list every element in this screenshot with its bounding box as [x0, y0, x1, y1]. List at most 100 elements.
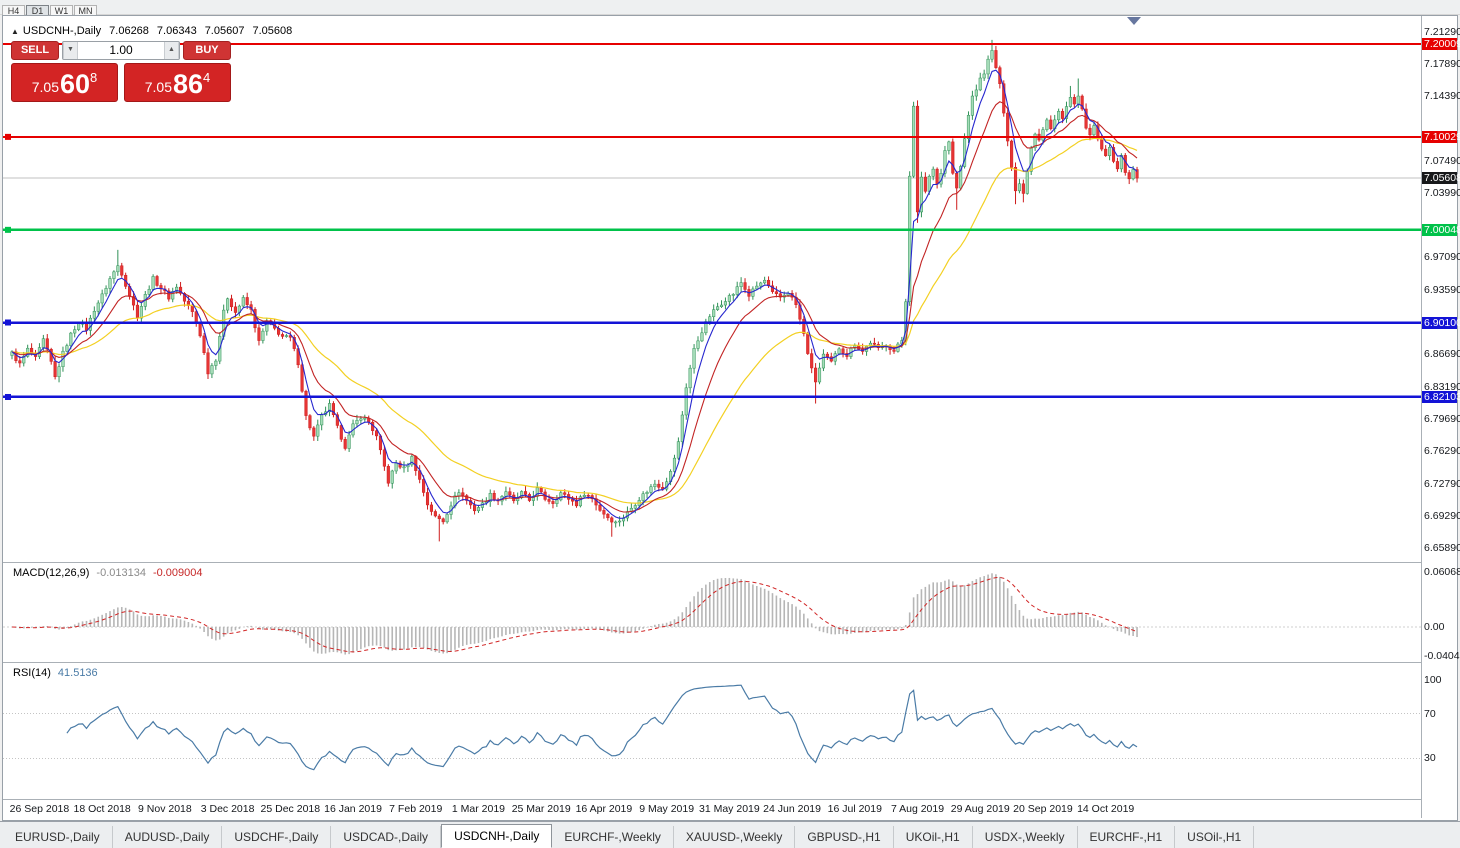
chart-tab-eurusd-daily[interactable]: EURUSD-,Daily: [3, 826, 113, 848]
horizontal-line-7.00048[interactable]: [3, 226, 1421, 233]
rsi-indicator-label: RSI(14) 41.5136: [13, 667, 98, 679]
date-axis-label: 16 Jan 2019: [324, 803, 382, 815]
chart-tab-usdcnh-daily[interactable]: USDCNH-,Daily: [441, 824, 553, 848]
ohlc-low: 7.05607: [204, 25, 245, 37]
date-axis-label: 7 Feb 2019: [389, 803, 443, 815]
ohlc-info-line: ▲ USDCNH-,Daily 7.06268 7.06343 7.05607 7.056…: [11, 25, 292, 37]
one-click-trade-panel: SELL ▼ 1.00 ▲ BUY 7.05 60 8 7.05 86 4: [11, 41, 231, 102]
date-axis-label: 1 Mar 2019: [451, 803, 506, 815]
buy-price-point: 4: [203, 70, 211, 85]
chart-tab-usdx-weekly[interactable]: USDX-,Weekly: [973, 826, 1078, 848]
price-axis-separator: [1421, 16, 1422, 818]
date-axis-label: 26 Sep 2018: [9, 803, 70, 815]
buy-price-pips: 86: [172, 69, 204, 99]
date-axis-label: 9 May 2019: [639, 803, 695, 815]
sell-price-pips: 60: [59, 69, 91, 99]
ma-fast-line: [11, 69, 1138, 519]
volume-input[interactable]: 1.00: [109, 43, 133, 57]
axis-label: 0.00: [1424, 621, 1445, 633]
axis-label: 6.79690: [1424, 413, 1460, 425]
date-axis-label: 31 May 2019: [699, 803, 760, 815]
date-axis-label: 9 Nov 2018: [138, 803, 192, 815]
axis-label: 7.17890: [1424, 58, 1460, 70]
axis-label: 7.07490: [1424, 155, 1460, 167]
macd-signal-value: -0.009004: [152, 567, 203, 579]
axis-label: 7.03990: [1424, 187, 1460, 199]
macd-main-value: -0.013134: [96, 567, 146, 579]
chart-tabs-bar: EURUSD-,Daily AUDUSD-,Daily USDCHF-,Daily U…: [0, 821, 1460, 848]
date-axis[interactable]: 26 Sep 2018 18 Oct 2018 9 Nov 2018 3 Dec 20…: [3, 800, 1421, 818]
macd-indicator-label: MACD(12,26,9) -0.013134 -0.009004: [13, 567, 203, 579]
pane-separator[interactable]: [3, 662, 1457, 663]
axis-label: 6.97090: [1424, 251, 1460, 263]
macd-name: MACD(12,26,9): [13, 567, 90, 579]
date-axis-label: 14 Oct 2019: [1077, 803, 1135, 815]
buy-price-base: 7.05: [144, 79, 172, 95]
rsi-line: [66, 684, 1138, 771]
sell-price-display[interactable]: 7.05 60 8: [11, 63, 118, 102]
chart-window: 7.21290 7.17890 7.14390 7.07490 7.03990 6.970…: [2, 15, 1460, 821]
date-axis-label: 24 Jun 2019: [763, 803, 821, 815]
sell-price-base: 7.05: [31, 79, 59, 95]
symbol-title: USDCNH-,Daily: [22, 25, 102, 37]
chart-tab-ukoil-h1[interactable]: UKOil-,H1: [894, 826, 973, 848]
date-axis-label: 18 Oct 2018: [73, 803, 131, 815]
date-axis-label: 25 Mar 2019: [511, 803, 571, 815]
axis-label: 6.65890: [1424, 542, 1460, 554]
candles-layer: [10, 39, 1139, 542]
chart-tab-xauusd-weekly[interactable]: XAUUSD-,Weekly: [674, 826, 796, 848]
horizontal-line-6.82103[interactable]: [3, 393, 1421, 400]
price-axis-badge: 7.05608: [1422, 172, 1460, 184]
chart-tab-gbpusd-h1[interactable]: GBPUSD-,H1: [795, 826, 894, 848]
axis-label: 6.69290: [1424, 510, 1460, 522]
ohlc-marker-icon: ▲: [11, 27, 19, 36]
axis-label: -0.04043: [1424, 650, 1460, 662]
chart-tab-usdcad-daily[interactable]: USDCAD-,Daily: [331, 826, 442, 848]
chart-tab-eurchf-weekly[interactable]: EURCHF-,Weekly: [552, 826, 674, 848]
sell-price-point: 8: [90, 70, 98, 85]
axis-label: 6.93590: [1424, 284, 1460, 296]
date-axis-label: 16 Jul 2019: [827, 803, 882, 815]
sell-button[interactable]: SELL: [11, 41, 59, 60]
chart-tab-eurchf-h1[interactable]: EURCHF-,H1: [1078, 826, 1176, 848]
ohlc-high: 7.06343: [156, 25, 197, 37]
chart-tab-usdchf-daily[interactable]: USDCHF-,Daily: [222, 826, 332, 848]
price-axis-badge: 7.10029: [1422, 131, 1460, 143]
axis-label: 6.83190: [1424, 381, 1460, 393]
chart-tab-audusd-daily[interactable]: AUDUSD-,Daily: [113, 826, 223, 848]
ohlc-close: 7.05608: [252, 25, 293, 37]
price-axis-badge: 7.00048: [1422, 224, 1460, 236]
buy-button[interactable]: BUY: [183, 41, 231, 60]
axis-label: 6.76290: [1424, 445, 1460, 457]
price-axis[interactable]: 7.21290 7.17890 7.14390 7.07490 7.03990 6.970…: [1422, 16, 1460, 818]
timeframe-button-d1[interactable]: D1: [26, 5, 49, 18]
macd-histogram: [15, 573, 1138, 655]
axis-label: 100: [1424, 674, 1442, 686]
date-axis-label: 25 Dec 2018: [260, 803, 321, 815]
rsi-pane[interactable]: [3, 663, 1421, 799]
macd-signal-line: [11, 576, 1138, 653]
horizontal-line-7.10029[interactable]: [3, 133, 1421, 140]
rsi-name: RSI(14): [13, 667, 51, 679]
date-axis-label: 7 Aug 2019: [890, 803, 945, 815]
ma-slow-line: [11, 137, 1138, 504]
chart-tab-usoil-h1[interactable]: USOil-,H1: [1175, 826, 1255, 848]
axis-label: 6.72790: [1424, 478, 1460, 490]
pane-separator[interactable]: [3, 562, 1457, 563]
macd-pane[interactable]: [3, 563, 1421, 662]
volume-increase-icon[interactable]: ▲: [164, 42, 179, 59]
axis-label: 0.060687: [1424, 566, 1460, 578]
chart-shift-marker[interactable]: [1127, 17, 1141, 25]
price-axis-badge: 6.90100: [1422, 317, 1460, 329]
axis-label: 7.14390: [1424, 90, 1460, 102]
axis-label: 7.21290: [1424, 26, 1460, 38]
volume-decrease-icon[interactable]: ▼: [63, 42, 78, 59]
price-chart[interactable]: [3, 16, 1421, 562]
buy-price-display[interactable]: 7.05 86 4: [124, 63, 231, 102]
axis-label: 70: [1424, 708, 1436, 720]
horizontal-line-6.90100[interactable]: [3, 319, 1421, 326]
axis-label: 30: [1424, 752, 1436, 764]
rsi-value: 41.5136: [57, 667, 98, 679]
axis-label: 6.86690: [1424, 348, 1460, 360]
